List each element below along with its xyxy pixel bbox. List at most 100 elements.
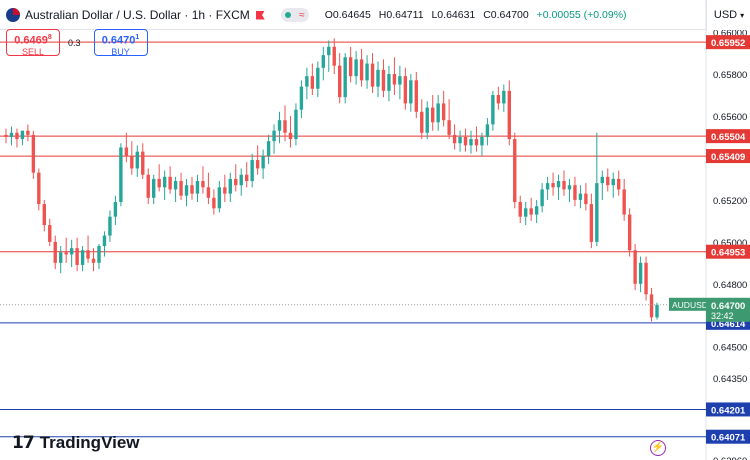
current-price-tag [706,297,750,322]
candle-body [474,139,479,146]
candle-body [245,174,249,182]
candle-body [91,258,96,263]
candle-body [124,147,129,156]
chart-header: Australian Dollar / U.S. Dollar · 1h · F… [0,0,706,30]
sell-button[interactable]: 0.64698 SELL [6,29,60,57]
candle-body [179,181,183,196]
candle-body [332,46,336,66]
buy-price: 0.6470 [101,34,136,47]
sell-price: 0.6469 [14,34,48,47]
candle-body [398,76,402,85]
candle-body [447,120,451,135]
market-status-pill[interactable]: ≈ [280,8,309,22]
candle-body [534,206,539,215]
bar-countdown-label: 32:42 [711,311,734,321]
candle-body [644,262,648,295]
support-tag-label: 0.64071 [711,433,746,444]
y-tick-label: 0.66000 [713,28,747,39]
candle-body [469,139,473,146]
wave-icon: ≈ [299,9,305,21]
flag-marker-icon[interactable] [255,10,265,20]
candle-body [146,174,150,198]
candle-body [606,176,610,186]
candle-body [529,208,533,215]
y-tick-label: 0.65200 [713,196,747,207]
candle-body [4,134,8,137]
candle-body [201,181,205,188]
y-tick-label: 0.65800 [713,70,747,81]
candle-body [69,248,74,255]
candle-body [431,107,435,123]
candle-body [206,187,211,198]
candle-body [463,136,468,146]
candle-body [584,193,588,205]
candle-body [42,204,46,226]
candle-body [48,225,52,242]
candle-body [480,136,484,146]
candle-body [376,69,380,87]
candle-body [485,124,490,137]
candle-body [310,76,315,89]
candle-body [53,241,57,263]
candle-body [283,120,287,133]
candle-body [595,183,599,242]
symbol-tag-label: AUDUSD [672,300,708,310]
support-tag [706,429,750,444]
resistance-tag-label: 0.64953 [711,248,745,259]
candle-body [551,183,555,188]
candle-body [638,262,643,284]
candle-body [277,120,282,131]
candle-body [441,103,446,121]
buy-price-sup: 1 [135,34,140,41]
candle-body [458,136,462,144]
y-tick-label: 0.63960 [713,456,747,460]
buy-button[interactable]: 0.64701 BUY [93,29,148,57]
candle-body [403,76,408,104]
candle-body [622,189,626,215]
candle-body [370,63,375,87]
candle-body [420,111,424,133]
currency-selector[interactable]: USD ▾ [706,0,750,30]
candle-body [261,155,265,169]
candle-body [617,178,621,190]
candle-body [524,208,528,217]
tradingview-logo[interactable]: 17 TradingView [12,433,140,453]
candle-body [195,181,200,194]
ohlc-open: O0.64645 [324,9,371,21]
candle-body [15,132,19,140]
candle-body [540,189,544,207]
candle-body [217,187,222,209]
aud-usd-flag-icon [6,8,20,22]
y-tick-label: 0.64500 [713,343,747,354]
lightning-icon[interactable]: ⚡ [650,440,666,456]
candle-body [436,103,440,123]
symbol-title[interactable]: Australian Dollar / U.S. Dollar · 1h · F… [25,8,250,22]
candle-body [212,197,216,209]
buy-label: BUY [111,46,130,57]
candle-body [272,130,276,142]
support-tag-label: 0.64614 [711,319,746,330]
candle-body [239,174,243,186]
candle-body [633,250,637,284]
candle-body [37,172,41,205]
candle-body [108,216,112,236]
candle-body [305,76,309,87]
candle-body [359,59,364,81]
sell-label: SELL [21,46,45,57]
candle-body [338,65,342,98]
ohlc-change: +0.00055 (+0.09%) [536,9,627,21]
candle-body [562,181,566,190]
resistance-tag [706,129,750,144]
candle-body [452,134,457,144]
candle-body [513,139,517,202]
support-tag [706,402,750,417]
candle-body [113,202,118,217]
candle-body [392,74,397,85]
candle-body [545,183,550,190]
resistance-tag-label: 0.65504 [711,132,746,143]
candle-body [343,57,347,98]
candle-body [491,95,495,125]
candle-body [496,95,501,104]
candle-body [20,130,25,140]
